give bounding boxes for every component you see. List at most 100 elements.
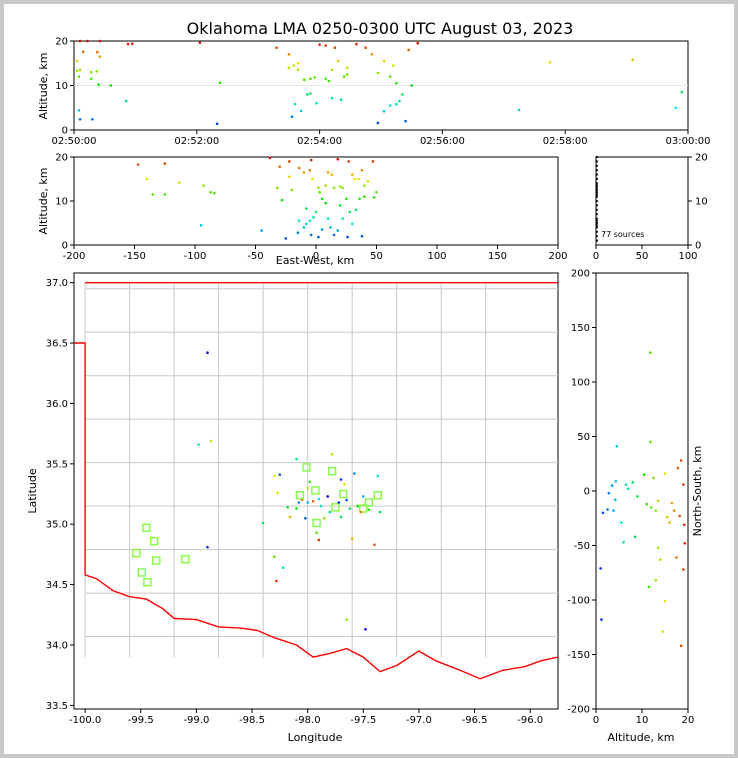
plan-view-xtick-label: -96.0 [517,715,543,726]
ns-alt-point [656,546,660,549]
ew-alt-point [260,229,263,232]
time-height-point [91,118,94,121]
ew-alt-point [329,226,332,229]
ew-alt-point [309,158,313,162]
histogram-point [595,213,599,216]
time-height-point [78,118,82,121]
ns-alt-ytick-label: -150 [567,650,590,661]
plan-view-point [295,507,298,510]
plan-view-point [317,497,321,501]
histogram-point [595,173,599,176]
ns-alt-point [683,523,686,527]
ns-alt-ytick-label: -100 [567,596,590,607]
time-height-point [78,39,82,43]
ns-alt-point [666,515,669,519]
ew-alt-point [199,223,203,227]
time-height-point [293,102,297,106]
time-height-point [324,44,328,47]
histogram-point [595,195,599,198]
ew-alt-point [308,168,312,172]
ns-alt-point [645,502,648,506]
time-height-point [395,102,398,106]
time-height-point [296,68,300,72]
time-height-point [330,68,334,72]
plan-view-point [362,495,365,498]
time-height-point [287,53,291,56]
ew-alt-xtick-label: 0 [313,251,319,262]
histogram-xtick-label: 50 [636,251,649,262]
time-height-point [364,46,367,49]
ew-alt-point [363,195,366,198]
ew-alt-point [336,157,340,161]
time-height-point [77,109,81,112]
plan-view-point [286,506,289,509]
ns-alt-ytick-label: 150 [571,323,590,334]
ew-alt-point [317,235,320,239]
time-height-point [401,93,404,96]
plan-view-ytick-label: 35.5 [46,459,68,470]
time-height-point [327,79,331,83]
plan-view-point [348,507,352,510]
plan-view-point [315,531,318,534]
ew-alt-point [314,210,318,214]
plan-view-point [373,543,376,546]
ew-alt-xtick-label: 100 [427,251,446,262]
ns-alt-point [626,487,630,491]
time-height-point [81,50,85,53]
plan-view-xlabel: Longitude [288,731,343,744]
ns-alt-ytick-label: 100 [571,378,590,389]
ew-alt-ylabel: Altitude, km [37,167,50,234]
ns-alt-point [614,479,618,483]
ns-alt-point [610,484,614,487]
time-height-point [287,66,291,69]
ew-alt-point [346,235,349,239]
station-marker [339,489,348,499]
histogram-point [595,217,599,220]
histogram-point [595,221,599,225]
time-height-point [292,64,296,67]
time-height-point [395,82,398,85]
time-height-xtick-label: 02:58:00 [543,136,588,147]
ew-alt-point [326,217,330,220]
ns-alt-point [624,483,628,486]
station-marker [143,578,152,587]
plan-view-point [306,501,310,504]
ew-alt-point [297,166,301,170]
time-height-point [75,59,79,63]
time-height-point [680,90,684,94]
time-height-point [416,41,420,45]
ew-alt-point [351,222,354,226]
time-height-point [376,71,380,75]
ew-alt-point [371,160,375,163]
ew-alt-point [312,216,315,219]
ew-alt-point [345,197,348,201]
plan-view-point [209,439,213,443]
ew-alt-point [276,186,279,190]
histogram-point [595,184,599,187]
station-marker [364,498,374,507]
ew-alt-point [348,210,352,214]
ew-alt-point [163,193,167,196]
chart-marks: 0 10 20 02:50:00 02:52:00 02:54:00 02:56:00 02:… [46,37,711,727]
state-border-south [74,342,559,680]
ew-alt-point [320,228,324,231]
plan-view-xtick-label: -99.0 [183,715,209,726]
ew-alt-ytick-label: 20 [55,153,68,164]
plan-view-point [273,555,276,559]
ew-alt-point [366,179,370,183]
histogram-point [595,188,599,192]
time-height-point [299,109,303,113]
station-marker [302,463,311,472]
plan-view-point [326,495,330,498]
ns-alt-point [647,585,651,589]
time-height-point [89,77,93,81]
histogram-point [595,169,599,172]
time-height-point [339,98,343,101]
plan-view-ytick-label: 34.0 [46,640,68,651]
ns-alt-point [682,568,685,571]
time-height-point [198,41,202,45]
time-height-point [345,73,349,76]
plan-view-point [317,538,321,542]
plan-view-point [276,491,279,495]
ew-alt-point [284,237,288,240]
